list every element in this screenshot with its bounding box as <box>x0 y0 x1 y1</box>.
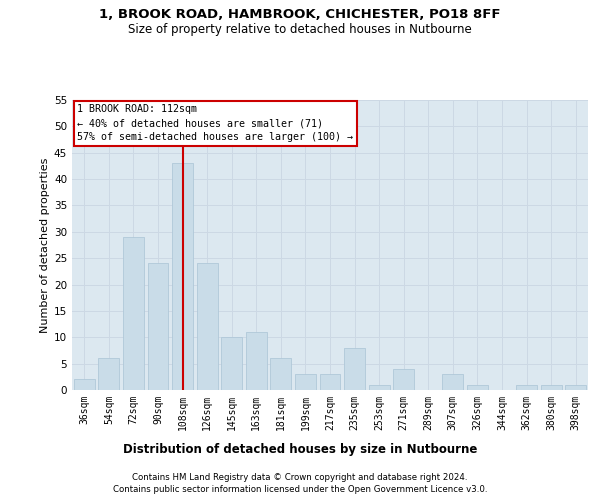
Text: Contains public sector information licensed under the Open Government Licence v3: Contains public sector information licen… <box>113 485 487 494</box>
Text: 1, BROOK ROAD, HAMBROOK, CHICHESTER, PO18 8FF: 1, BROOK ROAD, HAMBROOK, CHICHESTER, PO1… <box>99 8 501 20</box>
Text: Distribution of detached houses by size in Nutbourne: Distribution of detached houses by size … <box>123 442 477 456</box>
Bar <box>197 264 218 390</box>
Bar <box>74 380 95 390</box>
Bar <box>221 338 242 390</box>
Bar <box>123 237 144 390</box>
Text: Size of property relative to detached houses in Nutbourne: Size of property relative to detached ho… <box>128 22 472 36</box>
Bar <box>565 384 586 390</box>
Y-axis label: Number of detached properties: Number of detached properties <box>40 158 50 332</box>
Bar <box>320 374 340 390</box>
Bar <box>393 369 414 390</box>
Bar <box>148 264 169 390</box>
Bar <box>516 384 537 390</box>
Bar <box>172 164 193 390</box>
Bar <box>541 384 562 390</box>
Bar <box>246 332 267 390</box>
Bar <box>98 358 119 390</box>
Bar <box>442 374 463 390</box>
Text: 1 BROOK ROAD: 112sqm
← 40% of detached houses are smaller (71)
57% of semi-detac: 1 BROOK ROAD: 112sqm ← 40% of detached h… <box>77 104 353 142</box>
Bar <box>271 358 292 390</box>
Bar <box>467 384 488 390</box>
Bar <box>295 374 316 390</box>
Bar <box>344 348 365 390</box>
Bar <box>368 384 389 390</box>
Text: Contains HM Land Registry data © Crown copyright and database right 2024.: Contains HM Land Registry data © Crown c… <box>132 472 468 482</box>
